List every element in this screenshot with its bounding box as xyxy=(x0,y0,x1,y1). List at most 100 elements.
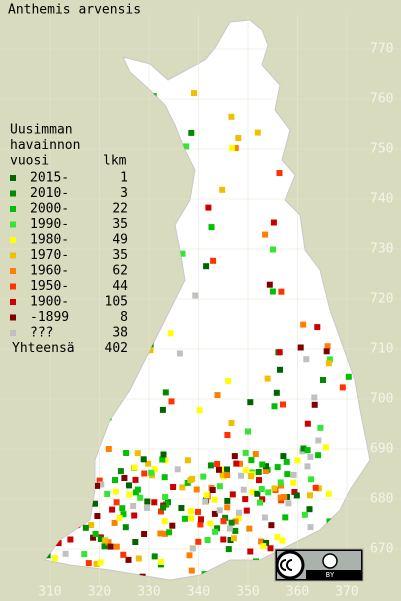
observation xyxy=(214,461,221,467)
legend-count: 35 xyxy=(112,248,128,263)
observation xyxy=(159,406,166,413)
legend-swatch xyxy=(10,283,16,290)
observation xyxy=(261,514,268,521)
observation xyxy=(151,499,158,506)
observation xyxy=(228,519,235,526)
observation xyxy=(278,288,285,295)
observation xyxy=(188,515,195,522)
observation xyxy=(320,377,326,383)
observation xyxy=(132,539,139,545)
observation xyxy=(307,524,314,531)
observation xyxy=(263,463,269,470)
observation xyxy=(158,559,164,565)
observation xyxy=(254,129,261,136)
observation xyxy=(224,472,231,479)
observation xyxy=(276,349,283,356)
observation xyxy=(304,447,311,454)
observation xyxy=(307,453,314,460)
observation xyxy=(315,452,322,459)
observation xyxy=(112,477,118,483)
observation xyxy=(294,457,301,464)
observation xyxy=(315,437,322,444)
legend-swatch xyxy=(10,268,16,274)
license-label: BY xyxy=(326,571,335,579)
observation xyxy=(209,487,216,493)
observation xyxy=(233,460,240,467)
observation xyxy=(174,466,181,473)
observation xyxy=(181,515,188,522)
observation xyxy=(116,515,123,521)
observation xyxy=(211,510,218,517)
observation xyxy=(107,543,114,550)
observation xyxy=(290,471,297,478)
observation xyxy=(258,538,265,545)
observation xyxy=(285,500,292,507)
observation xyxy=(178,505,185,511)
observation xyxy=(121,475,128,481)
observation xyxy=(242,496,249,503)
observation xyxy=(200,473,207,480)
legend-heading: Uusimman xyxy=(10,123,73,138)
legend-swatch xyxy=(10,175,16,181)
observation xyxy=(92,500,98,507)
observation xyxy=(303,356,310,363)
observation xyxy=(212,528,218,535)
cc-letters xyxy=(280,559,293,571)
y-label: 740 xyxy=(370,192,393,207)
observation xyxy=(208,224,215,231)
y-label: 670 xyxy=(370,542,393,557)
legend-count: 49 xyxy=(112,233,128,248)
observation xyxy=(265,489,272,496)
observation xyxy=(232,145,239,151)
observation xyxy=(85,560,92,567)
observation xyxy=(131,464,138,471)
legend-label: 1960- xyxy=(30,264,69,279)
observation xyxy=(240,486,247,493)
observation xyxy=(270,219,277,226)
x-label: 360 xyxy=(286,585,309,600)
legend-swatch xyxy=(10,221,16,228)
observation xyxy=(248,457,255,464)
observation xyxy=(242,467,249,474)
observation xyxy=(235,515,242,522)
observation xyxy=(315,485,322,492)
cc-icon xyxy=(275,550,305,580)
observation xyxy=(119,505,126,512)
observation xyxy=(312,484,319,491)
observation xyxy=(162,389,169,396)
observation xyxy=(247,399,254,406)
observation xyxy=(224,466,230,473)
observation xyxy=(113,499,120,506)
observation xyxy=(283,458,290,465)
observation xyxy=(224,504,231,511)
observation xyxy=(122,524,129,531)
observation xyxy=(245,428,251,435)
observation xyxy=(262,231,269,238)
legend-swatch xyxy=(10,252,16,259)
x-label: 370 xyxy=(335,585,358,600)
observation xyxy=(186,552,193,559)
y-label: 730 xyxy=(370,242,393,257)
legend-count: 38 xyxy=(112,326,128,341)
observation xyxy=(147,347,154,354)
observation xyxy=(105,539,112,546)
badge-strip xyxy=(306,570,361,579)
observation xyxy=(132,489,139,496)
observation xyxy=(179,484,186,491)
observation xyxy=(237,460,243,467)
observation xyxy=(228,113,235,120)
observation xyxy=(82,524,89,531)
observation xyxy=(243,507,250,514)
observation xyxy=(187,477,194,484)
legend-swatch xyxy=(10,330,16,336)
observation xyxy=(210,257,217,264)
observation xyxy=(229,145,235,152)
observation xyxy=(324,343,331,350)
observation xyxy=(322,444,329,451)
observation xyxy=(207,520,214,527)
observation xyxy=(132,476,139,483)
observation xyxy=(254,490,261,497)
observation xyxy=(274,464,281,471)
observation xyxy=(111,519,118,526)
observation xyxy=(271,403,278,410)
